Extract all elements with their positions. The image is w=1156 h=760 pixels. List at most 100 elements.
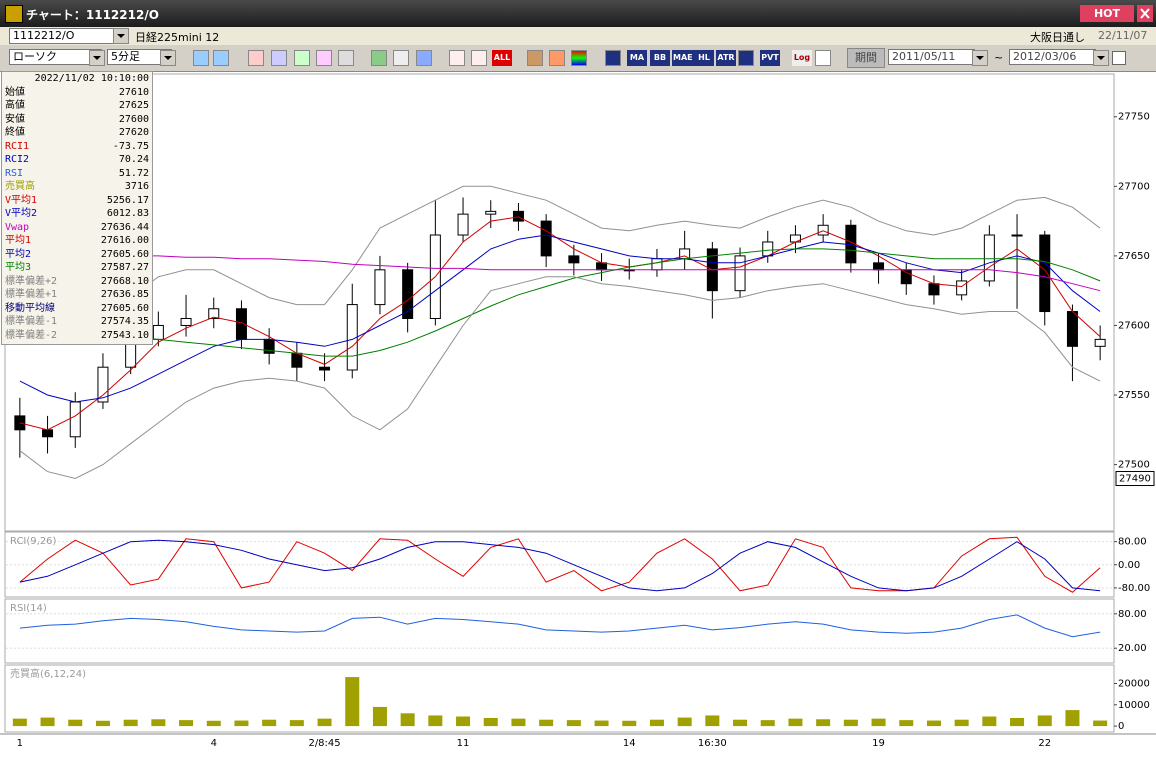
tool-button[interactable]: PVT <box>760 50 780 66</box>
tool-button[interactable]: HL <box>694 50 714 66</box>
info-row: 平均2 27605.60 <box>2 248 152 262</box>
info-row: Vwap 27636.44 <box>2 221 152 235</box>
tool-icon[interactable] <box>738 50 754 66</box>
x-tick-label: 2/8:45 <box>308 738 340 749</box>
volume-bar <box>206 720 221 727</box>
hot-button[interactable]: HOT <box>1080 5 1134 22</box>
tool-icon[interactable] <box>605 50 621 66</box>
panel-title: 売買高(6,12,24) <box>10 667 86 680</box>
volume-bar <box>899 720 914 727</box>
tool-icon[interactable] <box>338 50 354 66</box>
tool-button[interactable]: MA <box>627 50 647 66</box>
volume-bar <box>954 719 969 727</box>
info-datetime: 2022/11/02 10:10:00 <box>34 73 149 84</box>
volume-bar <box>317 718 332 727</box>
indicator-line <box>19 248 1101 357</box>
info-row: RSI 51.72 <box>2 167 152 181</box>
info-label: 平均1 <box>5 235 32 246</box>
volume-bar <box>1093 720 1108 727</box>
candle-body <box>568 255 580 264</box>
volume-bar <box>1065 710 1080 727</box>
x-tick-label: 1 <box>17 738 23 749</box>
tool-icon[interactable] <box>815 50 831 66</box>
tool-icon[interactable] <box>213 50 229 66</box>
tool-button[interactable]: ALL <box>492 50 512 66</box>
info-label: 売買高 <box>5 181 35 192</box>
tool-button[interactable]: ATR <box>716 50 736 66</box>
info-value: -73.75 <box>112 140 149 152</box>
chart-style-select[interactable]: ローソク <box>9 49 102 65</box>
candle-body <box>97 366 109 403</box>
tool-button[interactable]: MAE <box>672 50 694 66</box>
tool-icon[interactable] <box>449 50 465 66</box>
dropdown-arrow[interactable] <box>1093 50 1109 66</box>
info-value: 27587.27 <box>100 262 149 273</box>
interval-select[interactable]: 5分足 <box>107 49 172 65</box>
candle-body <box>596 262 608 271</box>
info-row: 安値 27600 <box>2 113 152 127</box>
y-tick-label: 0.00 <box>1118 560 1140 571</box>
dropdown-arrow[interactable] <box>89 50 105 66</box>
candle-body <box>402 269 414 320</box>
info-row: 売買高 3716 <box>2 180 152 194</box>
dropdown-arrow[interactable] <box>972 50 988 66</box>
tool-icon[interactable] <box>527 50 543 66</box>
tool-icon[interactable] <box>471 50 487 66</box>
info-row: 平均3 27587.27 <box>2 261 152 275</box>
candle-body <box>1039 234 1051 313</box>
tool-icon[interactable] <box>271 50 287 66</box>
tool-icon[interactable] <box>549 50 565 66</box>
tool-icon[interactable] <box>193 50 209 66</box>
period-button[interactable]: 期間 <box>847 48 885 68</box>
info-row: RCI1 -73.75 <box>2 140 152 154</box>
candle-body <box>69 401 81 438</box>
tool-icon[interactable] <box>248 50 264 66</box>
x-tick-label: 14 <box>623 738 636 749</box>
tool-icon[interactable] <box>416 50 432 66</box>
tool-button[interactable]: BB <box>650 50 670 66</box>
tool-icon[interactable] <box>294 50 310 66</box>
info-label: 標準偏差+2 <box>5 275 58 287</box>
tool-icon[interactable] <box>371 50 387 66</box>
info-row: 標準偏差+2 27668.10 <box>2 275 152 289</box>
candle-body <box>319 366 331 371</box>
volume-bar <box>400 713 415 727</box>
candle-body <box>651 258 663 271</box>
y-tick-label: 27750 <box>1118 112 1150 123</box>
tool-icon[interactable] <box>316 50 332 66</box>
tool-button[interactable]: Log <box>792 50 812 66</box>
checkbox[interactable] <box>1112 51 1126 65</box>
candle-body <box>873 262 885 271</box>
info-value: 27610 <box>118 86 149 98</box>
y-tick-label: 27650 <box>1118 251 1150 262</box>
indicator-line <box>19 234 1101 403</box>
info-label: 平均2 <box>5 248 32 260</box>
to-date[interactable]: 2012/03/06 <box>1009 49 1096 65</box>
y-tick-label: 80.00 <box>1118 609 1147 620</box>
tool-icon[interactable] <box>393 50 409 66</box>
symbol-input[interactable]: 1112212/O <box>9 28 114 44</box>
y-tick-label: 27550 <box>1118 390 1150 401</box>
instrument-name: 日経225mini 12 <box>135 31 220 44</box>
volume-bar <box>511 718 526 727</box>
info-label: 始値 <box>5 86 25 98</box>
from-date[interactable]: 2011/05/11 <box>888 49 975 65</box>
close-button[interactable] <box>1137 5 1153 22</box>
volume-bar <box>622 720 637 727</box>
candle-body <box>983 234 995 282</box>
volume-bar <box>594 720 609 727</box>
y-tick-label: 20000 <box>1118 678 1150 689</box>
volume-bar <box>40 717 55 727</box>
info-value: 5256.17 <box>106 194 149 206</box>
info-row: RCI2 70.24 <box>2 153 152 167</box>
info-label: V平均2 <box>5 208 38 219</box>
symbol-dropdown[interactable] <box>113 28 129 44</box>
x-tick-label: 11 <box>457 738 470 749</box>
candle-body <box>512 210 524 222</box>
dropdown-arrow[interactable] <box>160 50 176 66</box>
volume-bar <box>262 719 277 727</box>
tool-icon[interactable] <box>571 50 587 66</box>
candle-body <box>14 415 26 431</box>
info-label: 終値 <box>5 127 25 138</box>
candle-body <box>734 255 746 292</box>
